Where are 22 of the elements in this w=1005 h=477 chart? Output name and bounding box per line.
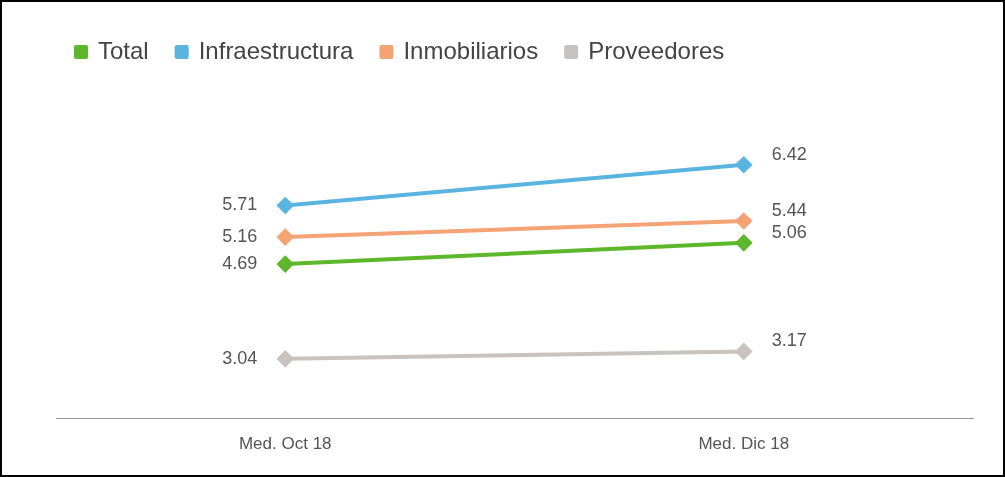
point: [735, 234, 752, 251]
data-label: 5.16: [222, 226, 258, 247]
legend-label: Infraestructura: [198, 36, 355, 64]
point: [735, 156, 752, 173]
data-label: 5.44: [771, 200, 807, 220]
point: [277, 256, 294, 273]
point: [277, 229, 294, 246]
legend-label: Proveedores: [588, 36, 725, 64]
data-label: 5.71: [222, 194, 258, 215]
point: [277, 197, 294, 214]
point: [277, 350, 294, 367]
x-tick-label: Med. Dic 18: [698, 434, 790, 454]
point: [735, 343, 752, 360]
data-label: 4.69: [222, 253, 258, 274]
data-label: 5.06: [771, 221, 807, 242]
x-tick-label: Med. Oct 18: [238, 434, 332, 454]
point: [735, 213, 752, 230]
data-label: 3.04: [222, 347, 258, 368]
data-label: 3.17: [771, 330, 807, 351]
legend-label: Inmobiliarios: [403, 36, 539, 64]
data-label: 6.42: [771, 143, 807, 164]
legend-label: Total: [98, 36, 149, 64]
